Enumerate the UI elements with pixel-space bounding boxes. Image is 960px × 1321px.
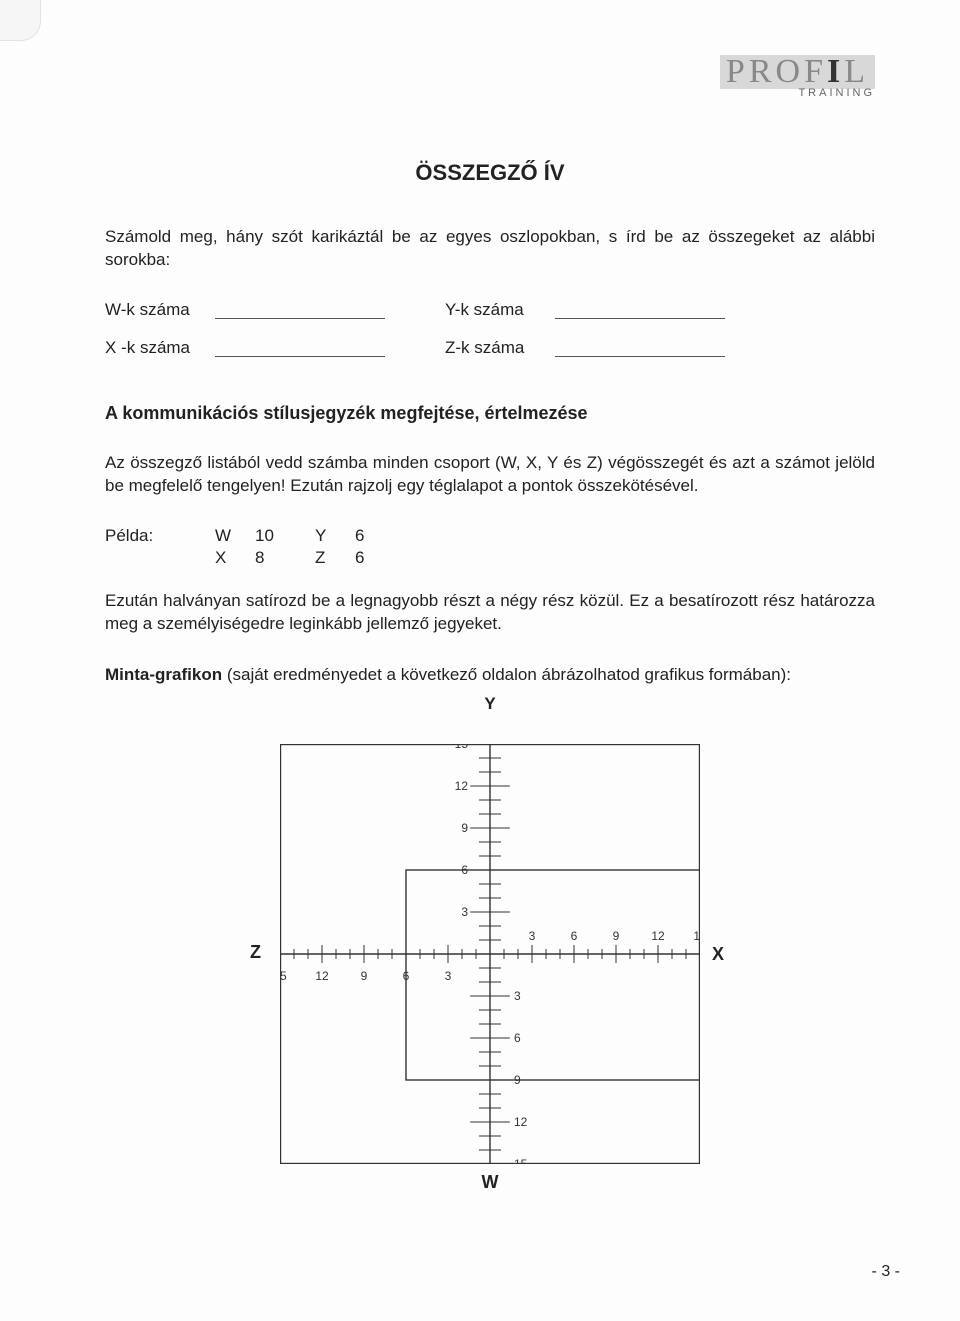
svg-text:12: 12: [315, 969, 329, 983]
page-number: - 3 -: [872, 1263, 900, 1281]
count-w-input[interactable]: [215, 300, 385, 319]
svg-text:15: 15: [455, 744, 469, 751]
counts-block: W-k száma Y-k száma X -k száma Z-k száma: [105, 300, 875, 358]
example-cell: 6: [355, 548, 395, 568]
svg-text:12: 12: [651, 929, 665, 943]
svg-text:9: 9: [461, 821, 468, 835]
example-cell: Y: [315, 526, 355, 546]
paragraph-1: Az összegző listából vedd számba minden …: [105, 452, 875, 498]
counts-row-2: X -k száma Z-k száma: [105, 338, 875, 358]
example-block: Példa: W 10 Y 6 X 8 Z 6: [105, 526, 875, 568]
example-cell: 10: [255, 526, 315, 546]
count-w-label: W-k száma: [105, 300, 215, 320]
count-x-label: X -k száma: [105, 338, 215, 358]
svg-text:3: 3: [529, 929, 536, 943]
svg-text:6: 6: [514, 1031, 521, 1045]
svg-text:12: 12: [514, 1115, 528, 1129]
svg-text:15: 15: [280, 969, 287, 983]
page-title: ÖSSZEGZŐ ÍV: [105, 160, 875, 186]
svg-text:9: 9: [361, 969, 368, 983]
chart: Z X 3333666699991212121215151515: [280, 744, 700, 1164]
example-cell: Z: [315, 548, 355, 568]
count-x-input[interactable]: [215, 338, 385, 357]
logo-text: PROFIL: [720, 55, 875, 89]
graph-caption-rest: (saját eredményedet a következő oldalon …: [222, 665, 791, 684]
axis-y-label: Y: [105, 693, 875, 716]
counts-row-1: W-k száma Y-k száma: [105, 300, 875, 320]
svg-text:3: 3: [461, 905, 468, 919]
paragraph-2: Ezután halványan satírozd be a legnagyob…: [105, 590, 875, 636]
logo: PROFIL TRAINING: [720, 55, 875, 99]
graph-caption-bold: Minta-grafikon: [105, 665, 222, 684]
svg-text:12: 12: [455, 779, 469, 793]
svg-text:6: 6: [571, 929, 578, 943]
axis-x-label: X: [712, 944, 724, 965]
svg-text:9: 9: [613, 929, 620, 943]
intro-paragraph: Számold meg, hány szót karikáztál be az …: [105, 226, 875, 272]
count-z-label: Z-k száma: [445, 338, 555, 358]
svg-text:3: 3: [445, 969, 452, 983]
example-cell: W: [215, 526, 255, 546]
page: PROFIL TRAINING ÖSSZEGZŐ ÍV Számold meg,…: [0, 0, 960, 1321]
example-grid: W 10 Y 6 X 8 Z 6: [215, 526, 395, 568]
example-cell: X: [215, 548, 255, 568]
section-subtitle: A kommunikációs stílusjegyzék megfejtése…: [105, 403, 875, 424]
axis-z-label: Z: [250, 942, 261, 963]
axis-w-label: W: [105, 1172, 875, 1193]
example-cell: 8: [255, 548, 315, 568]
svg-text:3: 3: [514, 989, 521, 1003]
example-label: Példa:: [105, 526, 215, 568]
count-z-input[interactable]: [555, 338, 725, 357]
svg-text:15: 15: [693, 929, 700, 943]
count-y-input[interactable]: [555, 300, 725, 319]
graph-caption: Minta-grafikon (saját eredményedet a köv…: [105, 664, 875, 716]
binder-decoration: [0, 0, 41, 41]
example-cell: 6: [355, 526, 395, 546]
svg-text:15: 15: [514, 1157, 528, 1164]
count-y-label: Y-k száma: [445, 300, 555, 320]
chart-svg: 3333666699991212121215151515: [280, 744, 700, 1164]
